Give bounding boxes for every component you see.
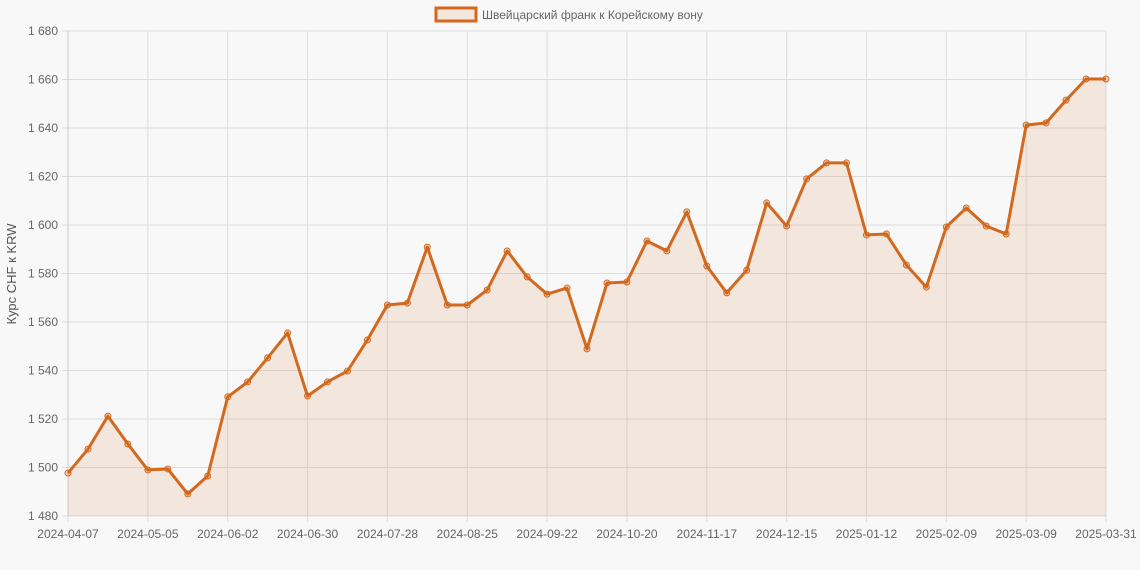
data-point[interactable] bbox=[783, 222, 791, 230]
data-point[interactable] bbox=[324, 378, 331, 386]
y-axis-title: Курс CHF к KRW bbox=[4, 223, 19, 325]
x-tick-label: 2024-08-25 bbox=[437, 527, 499, 541]
data-point[interactable] bbox=[803, 175, 811, 183]
legend-swatch bbox=[434, 6, 478, 23]
data-point[interactable] bbox=[763, 199, 771, 207]
data-point[interactable] bbox=[922, 283, 930, 291]
y-axis: 1 480 1 500 1 520 1 540 1 560 1 580 1 600 1 620… bbox=[28, 24, 58, 523]
data-point[interactable] bbox=[823, 159, 831, 167]
series-area bbox=[68, 79, 1106, 516]
y-tick-label: 1 640 bbox=[28, 121, 58, 135]
data-point[interactable] bbox=[284, 329, 292, 337]
data-point[interactable] bbox=[423, 243, 431, 251]
data-point[interactable] bbox=[264, 354, 272, 362]
data-point[interactable] bbox=[843, 159, 850, 167]
data-point[interactable] bbox=[1042, 119, 1050, 127]
data-point[interactable] bbox=[1082, 75, 1090, 83]
data-point[interactable] bbox=[443, 301, 451, 309]
data-point[interactable] bbox=[144, 466, 152, 474]
data-point[interactable] bbox=[343, 367, 351, 375]
x-tick-label: 2024-11-17 bbox=[677, 527, 738, 541]
y-tick-label: 1 620 bbox=[28, 170, 58, 184]
data-point[interactable] bbox=[723, 289, 731, 297]
y-tick-label: 1 560 bbox=[28, 315, 58, 329]
data-point[interactable] bbox=[204, 472, 212, 480]
y-tick-label: 1 660 bbox=[28, 73, 58, 87]
data-points bbox=[64, 75, 1110, 498]
area-fill bbox=[68, 79, 1106, 516]
data-point[interactable] bbox=[244, 378, 252, 386]
grid-lines bbox=[62, 30, 1107, 522]
x-tick-label: 2025-02-09 bbox=[916, 527, 978, 541]
data-point[interactable] bbox=[1022, 121, 1030, 129]
data-point[interactable] bbox=[683, 208, 691, 216]
x-tick-label: 2024-07-28 bbox=[357, 527, 419, 541]
data-point[interactable] bbox=[84, 445, 92, 453]
data-point[interactable] bbox=[224, 393, 232, 401]
data-point[interactable] bbox=[583, 345, 591, 353]
data-point[interactable] bbox=[403, 299, 411, 307]
data-point[interactable] bbox=[603, 279, 611, 287]
x-tick-label: 2024-04-07 bbox=[37, 527, 99, 541]
data-point[interactable] bbox=[164, 465, 172, 473]
data-point[interactable] bbox=[383, 301, 391, 309]
legend[interactable]: Швейцарский франк к Корейскому вону bbox=[434, 6, 703, 23]
data-point[interactable] bbox=[503, 247, 511, 255]
data-point[interactable] bbox=[882, 230, 890, 238]
data-point[interactable] bbox=[743, 266, 751, 274]
data-point[interactable] bbox=[1002, 230, 1010, 238]
data-point[interactable] bbox=[982, 222, 990, 230]
data-point[interactable] bbox=[1062, 96, 1070, 104]
x-tick-label: 2024-06-02 bbox=[197, 527, 259, 541]
data-point[interactable] bbox=[623, 278, 631, 286]
x-tick-label: 2024-06-30 bbox=[277, 527, 339, 541]
data-point[interactable] bbox=[104, 412, 112, 420]
data-point[interactable] bbox=[643, 237, 651, 245]
x-tick-label: 2024-10-20 bbox=[596, 527, 658, 541]
y-tick-label: 1 500 bbox=[28, 461, 58, 475]
y-tick-label: 1 540 bbox=[28, 364, 58, 378]
x-tick-label: 2024-12-15 bbox=[756, 527, 818, 541]
data-point[interactable] bbox=[1102, 75, 1110, 83]
y-tick-label: 1 600 bbox=[28, 218, 58, 232]
y-tick-label: 1 580 bbox=[28, 267, 58, 281]
data-point[interactable] bbox=[663, 247, 671, 255]
data-point[interactable] bbox=[962, 204, 970, 212]
data-point[interactable] bbox=[942, 223, 950, 231]
data-point[interactable] bbox=[483, 286, 491, 294]
x-tick-label: 2025-03-09 bbox=[995, 527, 1057, 541]
data-point[interactable] bbox=[124, 440, 132, 448]
data-point[interactable] bbox=[304, 392, 312, 400]
data-point[interactable] bbox=[902, 261, 910, 269]
y-tick-label: 1 480 bbox=[28, 509, 58, 523]
data-point[interactable] bbox=[703, 262, 711, 270]
data-point[interactable] bbox=[523, 273, 531, 281]
x-axis: 2024-04-07 2024-05-05 2024-06-02 2024-06-30… bbox=[37, 527, 1137, 541]
series-path bbox=[66, 77, 1106, 496]
data-point[interactable] bbox=[64, 469, 72, 477]
x-tick-label: 2025-03-31 bbox=[1075, 527, 1137, 541]
data-point[interactable] bbox=[543, 290, 551, 298]
x-tick-label: 2025-01-12 bbox=[836, 527, 898, 541]
data-point[interactable] bbox=[563, 284, 571, 292]
x-tick-label: 2024-05-05 bbox=[117, 527, 179, 541]
data-point[interactable] bbox=[463, 301, 471, 309]
series-line bbox=[66, 77, 1106, 496]
y-tick-label: 1 680 bbox=[28, 24, 58, 38]
data-point[interactable] bbox=[363, 336, 371, 344]
y-tick-label: 1 520 bbox=[28, 412, 58, 426]
x-tick-label: 2024-09-22 bbox=[516, 527, 578, 541]
data-point[interactable] bbox=[862, 231, 870, 239]
legend-label: Швейцарский франк к Корейскому вону bbox=[482, 8, 703, 22]
data-point[interactable] bbox=[184, 490, 192, 498]
